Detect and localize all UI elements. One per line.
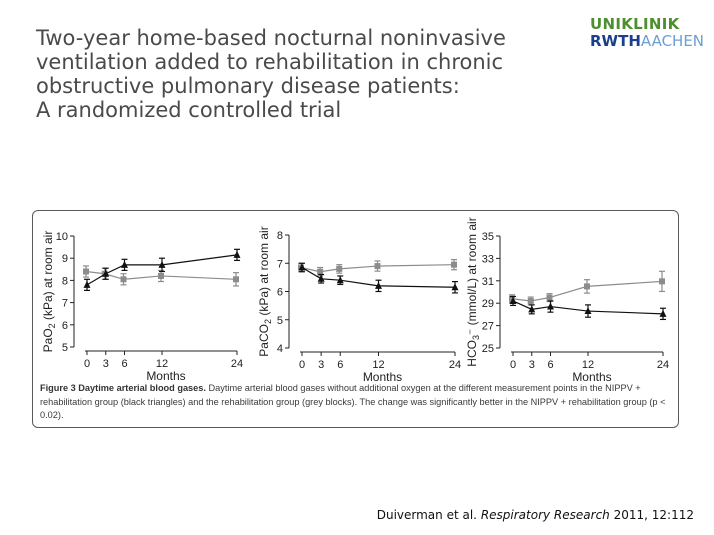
y-tick-label: 7 xyxy=(277,258,283,270)
x-tick-label: 24 xyxy=(231,358,243,370)
caption-text: Daytime arterial blood gases without add… xyxy=(40,383,666,420)
y-label-subscript: 3 xyxy=(471,335,481,340)
data-point-square xyxy=(451,261,457,268)
uniklinik-rwth-aachen-logo: UNIKLINIK RWTHAACHEN xyxy=(590,15,704,60)
x-tick-label: 6 xyxy=(547,359,553,371)
x-tick-label: 0 xyxy=(299,359,305,371)
data-point-square xyxy=(527,297,534,304)
x-tick-label: 3 xyxy=(318,359,324,371)
slide-title: Two-year home-based nocturnal noninvasiv… xyxy=(36,26,576,122)
data-point-square xyxy=(374,263,381,270)
x-tick-label: 12 xyxy=(582,359,594,371)
y-label-part: PaCO xyxy=(257,324,271,357)
y-tick-label: 27 xyxy=(482,321,494,333)
y-tick-label: 5 xyxy=(277,315,283,327)
x-axis-label: Months xyxy=(572,370,611,384)
y-label-subscript: 2 xyxy=(47,323,57,328)
y-label-part: PaO xyxy=(41,328,55,352)
data-point-triangle xyxy=(317,274,325,282)
title-line: obstructive pulmonary disease patients: xyxy=(36,74,460,98)
y-label-subscript: 2 xyxy=(263,319,273,324)
y-tick-label: 4 xyxy=(277,343,283,355)
citation: Duiverman et al. Respiratory Research 20… xyxy=(377,508,694,522)
y-tick-label: 29 xyxy=(482,298,494,310)
data-point-triangle xyxy=(659,309,667,317)
x-tick-label: 6 xyxy=(121,358,127,370)
x-tick-label: 24 xyxy=(449,359,461,371)
title-line: ventilation added to rehabilitation in c… xyxy=(36,50,504,74)
y-axis-label: PaO2 (kPa) at room air xyxy=(41,231,57,353)
data-point-triangle xyxy=(102,269,110,277)
caption-title: Figure 3 Daytime arterial blood gases. xyxy=(40,383,206,393)
data-point-square xyxy=(659,278,665,285)
y-label-part: (kPa) at room air xyxy=(257,226,271,319)
data-point-square xyxy=(546,294,553,301)
chart-panel-2: 4 5 6 7 8 0 3 6 12 24 Months PaCO2 (kPa) at room ai… xyxy=(257,226,461,384)
y-tick-label: 10 xyxy=(56,231,68,243)
y-tick-label: 9 xyxy=(62,253,68,265)
x-tick-label: 24 xyxy=(657,359,669,371)
data-point-square xyxy=(158,272,164,279)
data-point-triangle xyxy=(375,281,382,289)
data-point-square xyxy=(120,276,127,283)
x-tick-label: 6 xyxy=(337,359,343,371)
data-point-square xyxy=(233,276,239,283)
y-tick-label: 7 xyxy=(62,298,68,310)
x-tick-label: 0 xyxy=(84,358,90,370)
data-point-triangle xyxy=(83,280,91,288)
y-tick-label: 5 xyxy=(62,342,68,354)
y-tick-label: 8 xyxy=(62,275,68,287)
data-point-square xyxy=(336,265,343,272)
y-tick-label: 31 xyxy=(482,276,494,288)
x-tick-label: 3 xyxy=(529,359,535,371)
data-point-square xyxy=(584,283,590,290)
x-tick-label: 3 xyxy=(103,358,109,370)
logo-rwth: RWTH xyxy=(590,32,641,50)
y-label-part: HCO xyxy=(465,340,479,367)
y-tick-label: 6 xyxy=(62,320,68,332)
y-axis-label: HCO3⁻ (mmol/L) at room air xyxy=(465,217,481,366)
citation-year-volume: 2011, 12:112 xyxy=(613,508,694,522)
x-tick-label: 12 xyxy=(156,358,168,370)
citation-journal: Respiratory Research xyxy=(480,508,610,522)
figure-caption: Figure 3 Daytime arterial blood gases. D… xyxy=(40,382,680,423)
data-point-triangle xyxy=(336,276,344,284)
x-tick-label: 0 xyxy=(510,359,516,371)
logo-line-rwth-aachen: RWTHAACHEN xyxy=(590,32,704,50)
data-point-triangle xyxy=(547,302,554,310)
data-point-triangle xyxy=(121,260,128,268)
y-tick-label: 33 xyxy=(482,253,494,265)
title-line: Two-year home-based nocturnal noninvasiv… xyxy=(36,26,506,50)
y-tick-label: 8 xyxy=(277,230,283,242)
y-axis-label: PaCO2 (kPa) at room air xyxy=(257,226,273,356)
x-axis-label: Months xyxy=(146,369,185,383)
logo-line-uniklinik: UNIKLINIK xyxy=(590,15,680,33)
y-tick-label: 25 xyxy=(482,343,494,355)
y-tick-label: 6 xyxy=(277,287,283,299)
x-axis-label: Months xyxy=(363,370,402,384)
logo-aachen: AACHEN xyxy=(640,32,705,50)
data-point-triangle xyxy=(509,296,517,304)
y-label-part: (kPa) at room air xyxy=(41,231,55,324)
data-point-triangle xyxy=(233,250,241,258)
data-point-triangle xyxy=(528,305,536,313)
data-point-triangle xyxy=(584,307,592,315)
citation-authors: Duiverman et al. xyxy=(376,508,477,522)
x-tick-label: 12 xyxy=(372,359,384,371)
data-point-square xyxy=(83,268,89,275)
figure-box xyxy=(32,210,679,428)
y-tick-label: 35 xyxy=(482,231,494,243)
data-point-triangle xyxy=(158,260,166,268)
y-label-part: ⁻ (mmol/L) at room air xyxy=(465,217,479,335)
data-point-square xyxy=(509,295,515,302)
title-line: A randomized controlled trial xyxy=(36,98,342,122)
data-point-triangle xyxy=(298,263,306,271)
data-point-triangle xyxy=(451,283,459,291)
data-point-square xyxy=(317,268,324,275)
